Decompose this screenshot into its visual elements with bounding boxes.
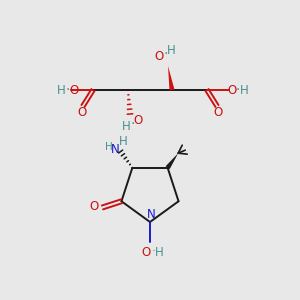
Text: H: H: [167, 44, 176, 58]
Text: O: O: [134, 115, 142, 128]
Polygon shape: [168, 66, 175, 90]
Text: H: H: [119, 135, 128, 148]
Text: H: H: [240, 83, 248, 97]
Text: O: O: [154, 50, 164, 64]
Text: O: O: [141, 245, 151, 259]
Text: ·: ·: [236, 83, 240, 97]
Text: O: O: [90, 200, 99, 213]
Text: N: N: [147, 208, 155, 220]
Text: ·: ·: [164, 47, 168, 61]
Text: O: O: [227, 83, 237, 97]
Text: ·: ·: [131, 117, 135, 131]
Text: H: H: [154, 245, 164, 259]
Text: ·: ·: [152, 245, 156, 259]
Text: H: H: [122, 121, 130, 134]
Polygon shape: [166, 153, 178, 169]
Text: O: O: [213, 106, 223, 119]
Text: ·: ·: [66, 83, 70, 97]
Text: O: O: [77, 106, 87, 119]
Text: N: N: [111, 143, 120, 156]
Text: H: H: [57, 83, 65, 97]
Text: H: H: [105, 142, 112, 152]
Text: O: O: [69, 83, 79, 97]
